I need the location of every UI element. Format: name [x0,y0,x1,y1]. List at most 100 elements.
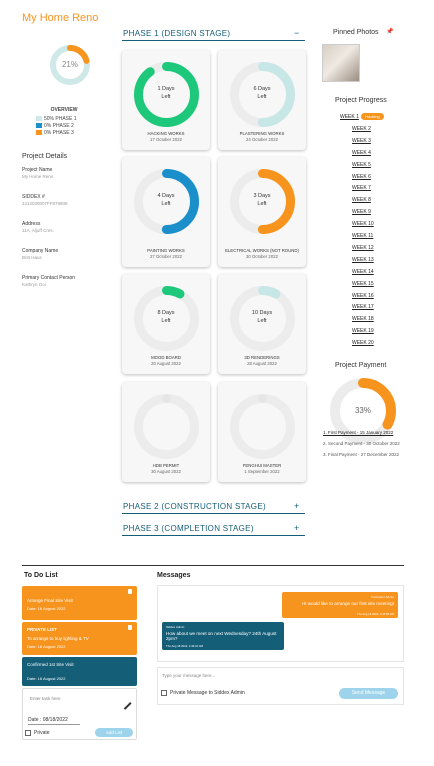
week-link[interactable]: WEEK 18 [352,316,374,323]
todo-date: Date: 16 August 2022 [27,676,66,681]
message-bubble: Siddex Admin How about we meet on next We… [162,622,284,650]
task-name: HDB PERMIT [152,463,180,468]
donut-arc [330,378,396,444]
field-value: My Home Reno [22,174,54,179]
week-link[interactable]: WEEK 2 [352,125,371,132]
donut [50,45,90,85]
phase-toggle[interactable]: − [294,28,300,38]
task-date: 30 October 2022 [245,254,278,259]
checkbox[interactable] [25,730,31,736]
task-name: PAINTING WORKS [147,248,185,253]
checkbox-label: Private [34,730,50,736]
legend-swatch [36,116,42,121]
phase-toggle[interactable]: + [294,523,300,533]
week-link[interactable]: WEEK 9 [352,209,371,216]
photo[interactable] [322,44,360,82]
divider [22,565,404,566]
week-link[interactable]: WEEK 3 [352,137,371,144]
legend-swatch [36,130,42,135]
week-link[interactable]: WEEK 5 [352,161,371,168]
week-link[interactable]: WEEK 12 [352,244,374,251]
payment-item: 2. Second Payment - 30 October 2022 [323,441,400,446]
trash-icon[interactable] [128,625,132,630]
donut-arc [50,45,90,85]
week-link[interactable]: WEEK 19 [352,328,374,335]
task-name: MOOD BOARD [151,355,181,360]
week-link[interactable]: WEEK 15 [352,280,374,287]
task-card[interactable]: 4 Days Left PAINTING WORKS 27 October 2022 [122,157,210,267]
donut [330,378,396,444]
payment-percent: 33% [354,406,371,415]
task-card[interactable]: 1 Days Left HACKING WORKS 17 October 2022 [122,50,210,150]
week-link[interactable]: WEEK 16 [352,292,374,299]
message-sender: Siddex Admin [166,625,185,629]
checkbox[interactable] [161,690,167,696]
message-input[interactable] [157,667,404,705]
task-date: 20 August 2022 [151,361,181,366]
week-link[interactable]: WEEK 14 [352,268,374,275]
page-title: My Home Reno [22,12,99,24]
message-sender: Contractor Admin [370,595,394,599]
week-link[interactable]: WEEK 8 [352,197,371,204]
task-card[interactable]: 8 Days Left MOOD BOARD 20 August 2022 [122,274,210,374]
input-placeholder: Enter task here [30,696,61,701]
message-text: Hi would like to arrange our first site … [302,601,394,606]
todo-card[interactable]: Confirmed 1st Site Visit Date: 16 August … [22,657,137,686]
donut-arc [133,285,199,351]
task-card[interactable]: 3 Days Left ELECTRICAL WORKS (NOT ROUND) 30… [218,157,306,267]
donut [229,61,295,127]
field-value: Britt Haus [22,255,42,260]
task-card[interactable]: HDB PERMIT 30 August 2022 [122,382,210,482]
legend-swatch [36,123,42,128]
days-left: Left [161,201,171,207]
donut-arc [133,61,199,127]
donut-track [133,393,199,459]
week-link[interactable]: WEEK 10 [352,221,374,228]
overview-percent: 21% [61,60,78,69]
week-link[interactable]: WEEK 4 [352,149,371,156]
date-label: Date : 08/18/2022 [28,717,68,723]
phase-toggle[interactable]: + [294,501,300,511]
week-badge: Hacking [361,113,384,120]
week-link[interactable]: WEEK 17 [352,304,374,311]
days-left: Left [257,318,267,324]
days-count: 4 Days [157,193,175,199]
task-input[interactable] [22,688,137,740]
week-link[interactable]: WEEK 11 [352,233,374,239]
message-bubble: Contractor Admin Hi would like to arrange… [282,592,398,618]
task-date: 1 September 2022 [244,469,280,474]
field-label: Company Name [22,248,59,254]
section-title: Messages [157,572,191,579]
donut [133,168,199,234]
task-card[interactable]: 6 Days Left PLASTERING WORKS 24 October 202… [218,50,306,150]
divider [122,535,305,536]
week-link[interactable]: WEEK 7 [352,185,371,192]
section-title: Project Progress [335,97,387,104]
add-button[interactable]: Add List [95,728,133,737]
send-button[interactable]: Send Message [339,688,398,699]
task-card[interactable]: FENGHUI MASTER 1 September 2022 [218,382,306,482]
donut-arc [229,61,295,127]
trash-icon[interactable] [128,589,132,594]
field-label: SIDDEX # [22,194,45,200]
divider [28,724,80,725]
days-left: Left [161,318,171,324]
todo-card[interactable]: Arrange Final Site Visit Date: 16 August … [22,586,137,620]
task-card[interactable]: 10 Days Left 3D RENDERINGS 28 August 2022 [218,274,306,374]
week-link[interactable]: WEEK 13 [352,256,374,263]
week-link[interactable]: WEEK 20 [352,340,374,347]
pin-icon: 📌 [386,29,394,35]
field-label: Project Name [22,167,53,173]
todo-title: Arrange Final Site Visit [27,598,73,603]
donut-arc [229,168,295,234]
days-left: Left [161,94,171,100]
days-count: 1 Days [157,86,175,92]
overview-title: OVERVIEW [50,107,78,113]
todo-tag: PRIVATE LIST [27,627,57,632]
phase-title: PHASE 1 (DESIGN STAGE) [123,29,231,38]
todo-card[interactable]: PRIVATE LIST To arrange to buy lighting &… [22,622,137,655]
week-link[interactable]: WEEK 1 [340,114,359,120]
divider [122,40,305,41]
week-link[interactable]: WEEK 6 [352,173,371,180]
message-panel [157,585,404,662]
